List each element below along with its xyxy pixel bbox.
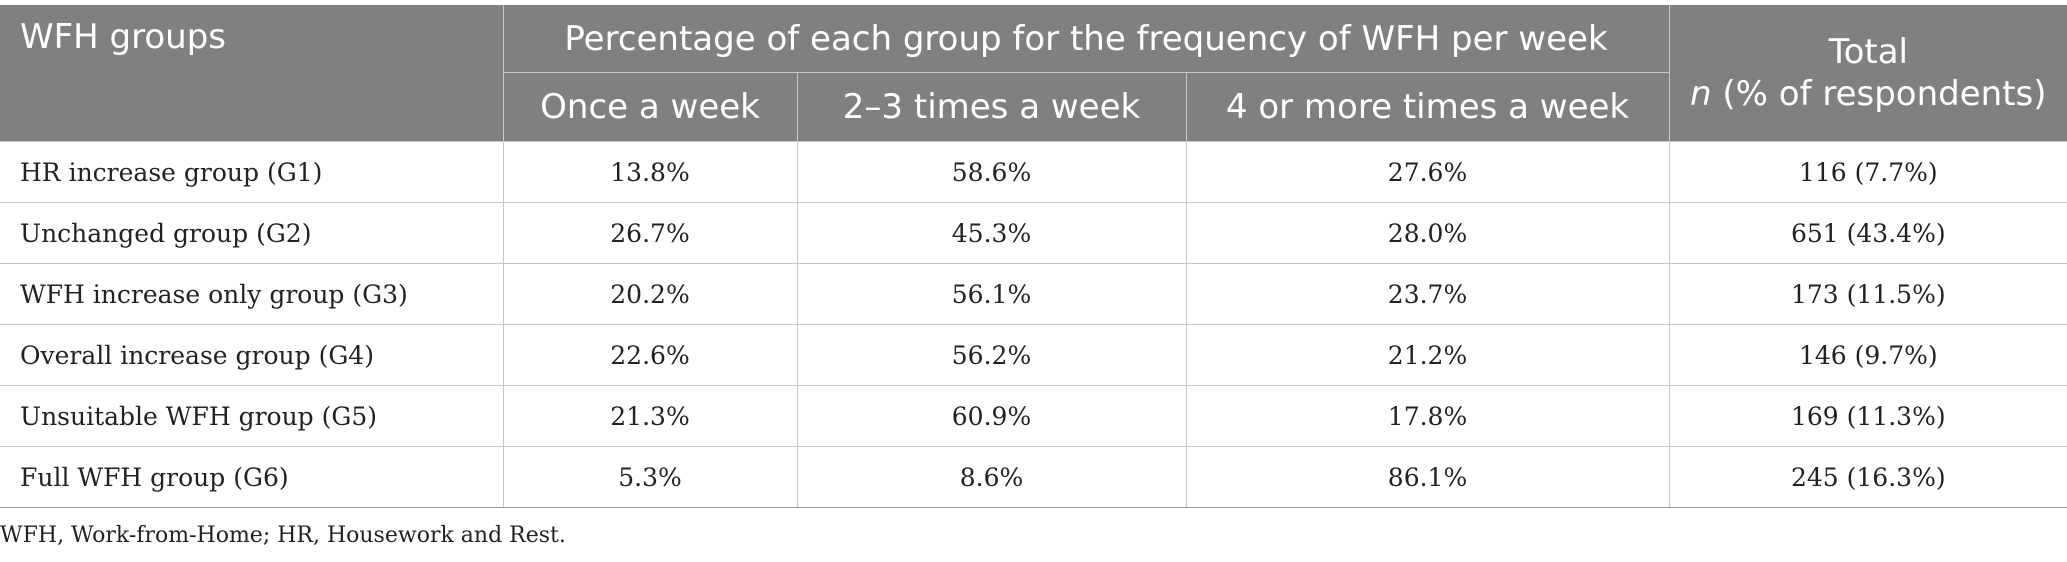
header-row-top: WFH groups Percentage of each group for … — [0, 5, 2067, 142]
cell-four-plus: 23.7% — [1185, 263, 1670, 325]
table-row: Full WFH group (G6) 5.3% 8.6% 86.1% 245 … — [0, 446, 2067, 508]
cell-four-plus: 21.2% — [1185, 324, 1670, 386]
cell-once: 26.7% — [502, 202, 798, 264]
cell-two-three: 56.1% — [796, 263, 1187, 325]
table-row: Unchanged group (G2) 26.7% 45.3% 28.0% 6… — [0, 202, 2067, 264]
header-2-3-times-a-week: 2–3 times a week — [796, 72, 1187, 142]
table-footnote: WFH, Work-from-Home; HR, Housework and R… — [0, 523, 566, 548]
cell-group: WFH increase only group (G3) — [0, 263, 504, 325]
header-total-rest: (% of respondents) — [1711, 74, 2047, 114]
cell-four-plus: 28.0% — [1185, 202, 1670, 264]
cell-total: 245 (16.3%) — [1668, 446, 2067, 508]
header-frequency-span: Percentage of each group for the frequen… — [502, 5, 1670, 73]
cell-four-plus: 17.8% — [1185, 385, 1670, 447]
cell-four-plus: 27.6% — [1185, 141, 1670, 203]
table-row: Unsuitable WFH group (G5) 21.3% 60.9% 17… — [0, 385, 2067, 447]
cell-once: 21.3% — [502, 385, 798, 447]
cell-group: Unsuitable WFH group (G5) — [0, 385, 504, 447]
cell-two-three: 8.6% — [796, 446, 1187, 508]
cell-total: 651 (43.4%) — [1668, 202, 2067, 264]
cell-total: 116 (7.7%) — [1668, 141, 2067, 203]
cell-two-three: 60.9% — [796, 385, 1187, 447]
cell-once: 22.6% — [502, 324, 798, 386]
header-row-sub: Once a week 2–3 times a week 4 or more t… — [0, 72, 2067, 142]
header-once-a-week: Once a week — [502, 72, 798, 142]
table-header: WFH groups Percentage of each group for … — [0, 5, 2067, 142]
header-total-line1: Total — [1828, 32, 1908, 72]
header-total-n: n — [1690, 74, 1712, 114]
cell-group: Overall increase group (G4) — [0, 324, 504, 386]
table-row: Overall increase group (G4) 22.6% 56.2% … — [0, 324, 2067, 386]
header-wfh-groups: WFH groups — [0, 5, 504, 142]
wfh-frequency-table: WFH groups Percentage of each group for … — [0, 5, 2067, 508]
cell-group: Full WFH group (G6) — [0, 446, 504, 508]
cell-once: 20.2% — [502, 263, 798, 325]
cell-total: 169 (11.3%) — [1668, 385, 2067, 447]
cell-group: Unchanged group (G2) — [0, 202, 504, 264]
table-row: HR increase group (G1) 13.8% 58.6% 27.6%… — [0, 141, 2067, 203]
cell-total: 173 (11.5%) — [1668, 263, 2067, 325]
cell-once: 5.3% — [502, 446, 798, 508]
data-table-container: WFH groups Percentage of each group for … — [0, 5, 2067, 508]
header-total: Total n (% of respondents) — [1668, 5, 2067, 142]
cell-once: 13.8% — [502, 141, 798, 203]
cell-total: 146 (9.7%) — [1668, 324, 2067, 386]
header-4-or-more-times-a-week: 4 or more times a week — [1185, 72, 1670, 142]
table-row: WFH increase only group (G3) 20.2% 56.1%… — [0, 263, 2067, 325]
cell-two-three: 56.2% — [796, 324, 1187, 386]
cell-four-plus: 86.1% — [1185, 446, 1670, 508]
cell-two-three: 58.6% — [796, 141, 1187, 203]
cell-group: HR increase group (G1) — [0, 141, 504, 203]
table-body: HR increase group (G1) 13.8% 58.6% 27.6%… — [0, 141, 2067, 508]
cell-two-three: 45.3% — [796, 202, 1187, 264]
